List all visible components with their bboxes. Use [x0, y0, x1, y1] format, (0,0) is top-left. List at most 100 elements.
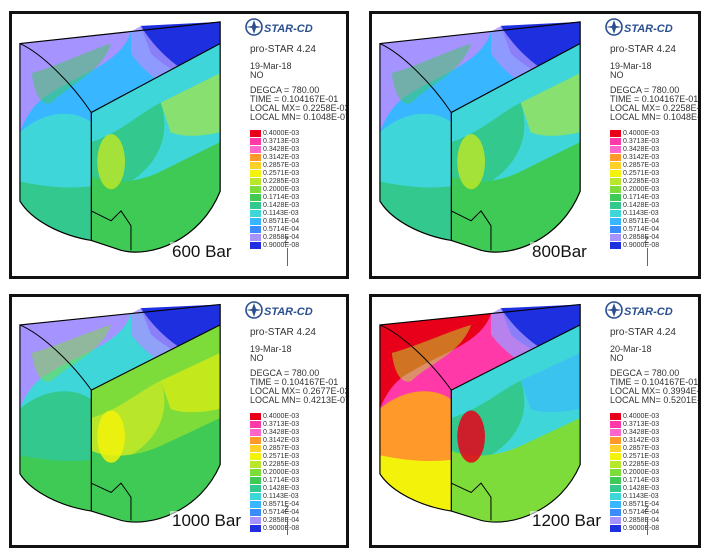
info-column: STAR-CD pro-STAR 4.24 19-Mar-18 NO DEGCA = 7… — [604, 14, 701, 276]
legend-swatch — [610, 226, 621, 234]
contour-hotspot — [457, 134, 486, 190]
legend-value: 0.1143E-03 — [263, 210, 299, 217]
run-date: 19-Mar-18 — [610, 61, 652, 71]
z-axis-line — [647, 517, 648, 535]
run-date: 19-Mar-18 — [250, 344, 292, 354]
contour-band — [31, 43, 112, 104]
legend-swatch — [250, 429, 261, 437]
legend-value: 0.9000E-08 — [623, 525, 660, 532]
z-axis-label: Z — [644, 505, 649, 514]
legend-value: 0.3142E-03 — [263, 437, 300, 444]
contour-panel-1200-bar: STAR-CD pro-STAR 4.24 20-Mar-18 NO DEGCA = 7… — [369, 294, 701, 548]
legend-swatch — [610, 517, 621, 525]
legend-value: 0.1428E-03 — [623, 485, 660, 492]
wedge-outline — [19, 303, 221, 523]
contour-band — [19, 391, 92, 469]
legend-value: 0.5714E-04 — [263, 226, 300, 233]
legend-value: 0.8571E-04 — [623, 218, 660, 225]
legend-value: 0.2285E-03 — [623, 178, 660, 185]
legend-value: 0.3428E-03 — [623, 429, 660, 436]
legend-swatch — [610, 461, 621, 469]
info-local-mn: LOCAL MN= 0.5201E-07 — [610, 395, 701, 405]
legend-value: 0.2857E-03 — [263, 162, 300, 169]
color-legend: 0.4000E-03 0.3713E-03 0.3428E-03 0.3142E-03… — [250, 130, 299, 250]
legend-swatch — [610, 525, 621, 533]
legend-value: 0.2285E-03 — [623, 461, 660, 468]
logo-text: STAR-CD — [624, 306, 673, 318]
legend-value: 0.4000E-03 — [263, 413, 300, 420]
contour-band — [379, 391, 452, 469]
legend-value: 0.2285E-03 — [263, 461, 300, 468]
legend-value: 0.4000E-03 — [623, 413, 660, 420]
legend-swatch — [610, 485, 621, 493]
contour-plot — [19, 21, 221, 253]
legend-swatch — [610, 178, 621, 186]
legend-swatch — [250, 138, 261, 146]
info-time: TIME = 0.104167E-01 — [610, 377, 699, 387]
info-degca: DEGCA = 780.00 — [610, 368, 680, 378]
wedge-edge — [19, 43, 92, 113]
wedge-notch — [451, 482, 492, 521]
legend-swatch — [250, 517, 261, 525]
info-time: TIME = 0.104167E-01 — [610, 94, 699, 104]
color-legend: 0.4000E-03 0.3713E-03 0.3428E-03 0.3142E-03… — [610, 130, 659, 250]
contour-hotspot — [97, 134, 126, 190]
legend-value: 0.8571E-04 — [263, 501, 300, 508]
legend-value: 0.2571E-03 — [623, 170, 660, 177]
legend-swatch — [610, 413, 621, 421]
legend-swatch — [610, 453, 621, 461]
legend-swatch — [250, 445, 261, 453]
z-axis-line — [647, 248, 648, 266]
info-column: STAR-CD pro-STAR 4.24 19-Mar-18 NO DEGCA = 7… — [244, 297, 346, 545]
contour-band — [391, 324, 472, 382]
legend-swatch — [610, 477, 621, 485]
run-date: 20-Mar-18 — [610, 344, 652, 354]
program-version: pro-STAR 4.24 — [250, 44, 316, 55]
contour-band — [520, 73, 581, 136]
legend-swatch — [610, 501, 621, 509]
legend-value: 0.3428E-03 — [623, 146, 660, 153]
legend-swatch — [610, 242, 621, 250]
legend-value: 0.3142E-03 — [623, 437, 660, 444]
legend-value: 0.3142E-03 — [623, 154, 660, 161]
info-local-mx: LOCAL MX= 0.2677E-03 — [250, 386, 349, 396]
legend-value: 0.1143E-03 — [623, 493, 659, 500]
legend-value: 0.1143E-03 — [623, 210, 659, 217]
legend-swatch — [610, 146, 621, 154]
contour-band — [391, 43, 472, 104]
info-degca: DEGCA = 780.00 — [610, 85, 680, 95]
legend-value: 0.3713E-03 — [623, 138, 660, 145]
legend-value: 0.1714E-03 — [623, 477, 660, 484]
z-axis-line — [287, 517, 288, 535]
star-cd-logo — [244, 17, 264, 37]
wedge-edge — [91, 43, 221, 113]
legend-value: 0.3428E-03 — [263, 146, 300, 153]
wedge-outline — [19, 21, 221, 253]
logo-text: STAR-CD — [264, 23, 313, 35]
info-local-mn: LOCAL MN= 0.1048E-07 — [250, 112, 349, 122]
legend-value: 0.3428E-03 — [263, 429, 300, 436]
info-degca: DEGCA = 780.00 — [250, 85, 320, 95]
legend-value: 0.3713E-03 — [623, 421, 660, 428]
info-local-mx: LOCAL MX= 0.2258E-03 — [250, 103, 349, 113]
contour-plot — [379, 21, 581, 253]
contour-band — [160, 73, 221, 136]
legend-swatch — [610, 218, 621, 226]
logo-text: STAR-CD — [624, 23, 673, 35]
legend-swatch — [250, 469, 261, 477]
legend-swatch — [610, 210, 621, 218]
contour-panel-800-bar: STAR-CD pro-STAR 4.24 19-Mar-18 NO DEGCA = 7… — [369, 11, 701, 279]
legend-swatch — [610, 445, 621, 453]
legend-value: 0.1714E-03 — [263, 477, 300, 484]
legend-value: 0.3142E-03 — [263, 154, 300, 161]
legend-value: 0.9000E-08 — [263, 242, 300, 249]
legend-value: 0.2857E-03 — [623, 162, 660, 169]
legend-swatch — [250, 194, 261, 202]
info-column: STAR-CD pro-STAR 4.24 19-Mar-18 NO DEGCA = 7… — [244, 14, 346, 276]
wedge-edge — [19, 324, 92, 391]
legend-swatch — [610, 202, 621, 210]
legend-value: 0.2571E-03 — [623, 453, 660, 460]
legend-value: 0.1714E-03 — [263, 194, 300, 201]
info-local-mx: LOCAL MX= 0.2258E-03 — [610, 103, 701, 113]
legend-swatch — [610, 234, 621, 242]
